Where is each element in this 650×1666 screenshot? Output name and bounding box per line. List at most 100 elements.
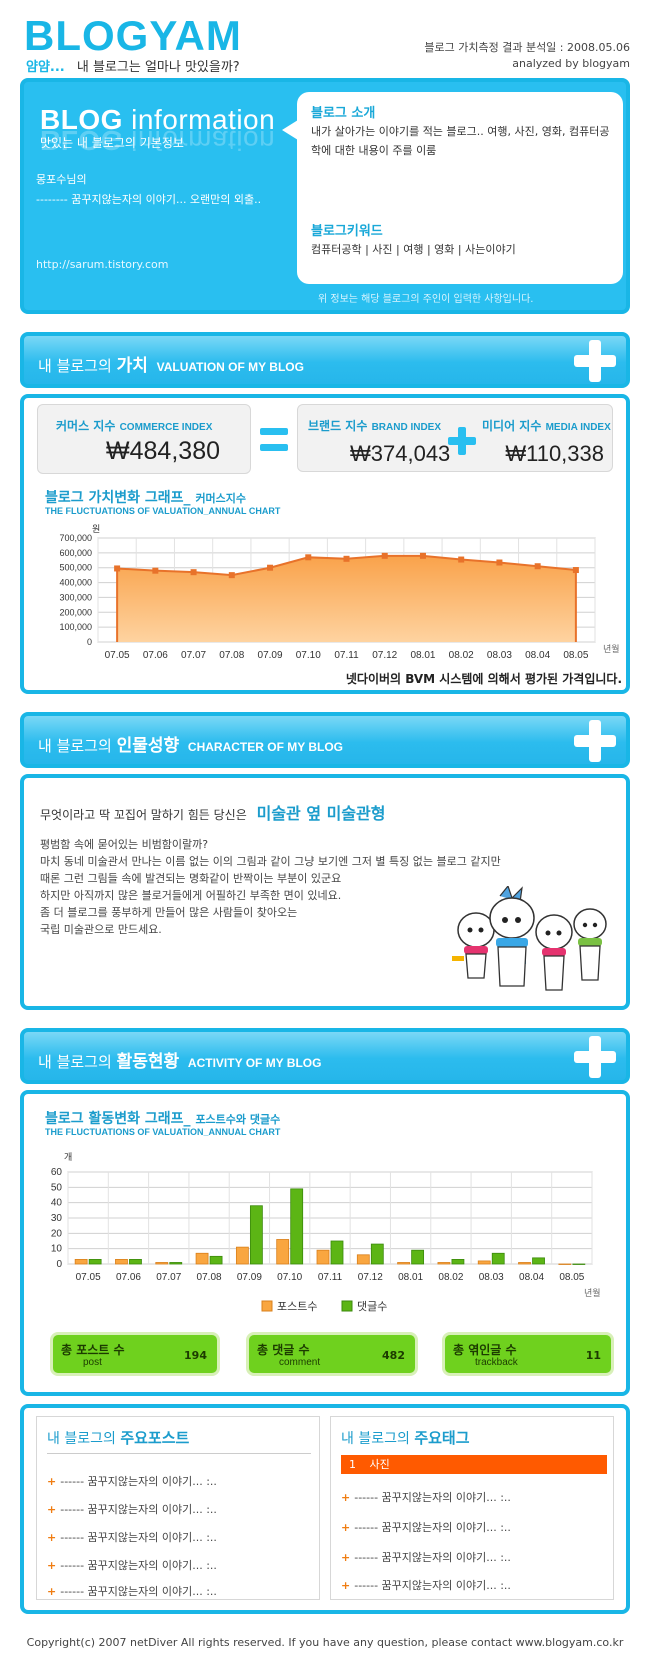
x-tick-label: 08.04: [519, 1272, 544, 1283]
desc-line: 국립 미술관으로 만드세요.: [40, 923, 162, 936]
x-tick-label: 08.02: [449, 650, 474, 661]
activity-chart-subtitle: THE FLUCTUATIONS OF VALUATION_ANNUAL CHA…: [45, 1127, 281, 1137]
desc-line: 좀 더 블로그를 풍부하게 만들어 많은 사람들이 찾아오는: [40, 906, 298, 919]
brand-index-label: 브랜드 지수 BRAND INDEX: [308, 417, 441, 434]
x-tick-label: 07.05: [105, 650, 130, 661]
section-bold: 가치: [116, 356, 148, 376]
post-bar: [356, 1254, 370, 1265]
y-tick-label: 500,000: [59, 563, 92, 573]
brand-label-en: BRAND INDEX: [371, 422, 442, 433]
tag-post-item[interactable]: + ------ 꿈꾸지않는자의 이야기... :..: [341, 1521, 511, 1534]
top-tags-box: 내 블로그의 주요태그 1 사진 + ------ 꿈꾸지않는자의 이야기... …: [330, 1416, 614, 1600]
post-bar: [477, 1260, 491, 1265]
top-post-title[interactable]: ------ 꿈꾸지않는자의 이야기... :..: [60, 1531, 217, 1544]
expand-plus-icon[interactable]: [574, 720, 616, 762]
y-tick-label: 10: [51, 1244, 63, 1255]
stat-posts-en: post: [83, 1357, 102, 1368]
mascot-center: [489, 886, 535, 987]
top-tag-name[interactable]: 사진: [369, 1458, 390, 1471]
x-tick-label: 07.08: [197, 1272, 222, 1283]
blog-intro-box: 블로그 소개 내가 살아가는 이야기를 적는 블로그.. 여행, 사진, 영화,…: [297, 92, 623, 284]
x-tick-label: 07.12: [358, 1272, 383, 1283]
equals-sign: [260, 428, 288, 435]
analysis-info: 블로그 가치측정 결과 분석일 : 2008.05.06 analyzed by…: [424, 40, 630, 72]
top-post-title[interactable]: ------ 꿈꾸지않는자의 이야기... :..: [60, 1475, 217, 1488]
y-tick-label: 700,000: [59, 533, 92, 543]
expand-plus-icon[interactable]: [574, 340, 616, 382]
post-bar: [235, 1246, 249, 1265]
y-tick-label: 30: [51, 1213, 63, 1224]
top-post-item[interactable]: + ------ 꿈꾸지않는자의 이야기... :..: [47, 1475, 217, 1488]
info-title-rest: information: [131, 104, 276, 135]
desc-line: 평범함 속에 묻어있는 비범함이랄까?: [40, 838, 209, 851]
analysis-date: 블로그 가치측정 결과 분석일 : 2008.05.06: [424, 41, 630, 54]
owner-line-2: -------- 꿈꾸지않는자의 이야기... 오랜만의 외출..: [36, 193, 262, 206]
activity-section-bar: 내 블로그의 활동현황 ACTIVITY OF MY BLOG: [20, 1028, 630, 1084]
tag-post-title[interactable]: ------ 꿈꾸지않는자의 이야기... :..: [354, 1491, 511, 1504]
x-axis-unit: 년월: [603, 643, 620, 655]
character-type: 미술관 옆 미술관형: [256, 804, 386, 823]
x-tick-label: 08.02: [438, 1272, 463, 1283]
section-prefix: 내 블로그의: [38, 737, 112, 755]
stat-trackbacks-label: 총 엮인글 수: [453, 1343, 517, 1357]
data-point: [114, 565, 121, 572]
post-bar: [518, 1262, 531, 1265]
top-tag-bar[interactable]: 1 사진: [341, 1455, 607, 1474]
legend-label: 댓글수: [357, 1300, 387, 1313]
top-post-title[interactable]: ------ 꿈꾸지않는자의 이야기... :..: [60, 1559, 217, 1572]
tag-post-item[interactable]: + ------ 꿈꾸지않는자의 이야기... :..: [341, 1491, 511, 1504]
data-point: [534, 563, 541, 570]
x-tick-label: 08.05: [563, 650, 588, 661]
blog-url-link[interactable]: http://sarum.tistory.com: [36, 258, 169, 271]
tag-post-item[interactable]: + ------ 꿈꾸지않는자의 이야기... :..: [341, 1579, 511, 1592]
section-prefix: 내 블로그의: [38, 1053, 112, 1071]
section-en: VALUATION OF MY BLOG: [156, 360, 304, 374]
logo[interactable]: BLOGYAM: [24, 12, 242, 59]
equals-sign-lower: [260, 444, 288, 451]
commerce-index-value: ₩484,380: [106, 437, 220, 465]
top-post-item[interactable]: + ------ 꿈꾸지않는자의 이야기... :..: [47, 1585, 217, 1598]
top-post-item[interactable]: + ------ 꿈꾸지않는자의 이야기... :..: [47, 1503, 217, 1516]
top-posts-heading-prefix: 내 블로그의: [47, 1431, 116, 1447]
heading-divider: [47, 1453, 311, 1454]
brand-label-ko: 브랜드 지수: [308, 419, 368, 433]
commerce-index-label: 커머스 지수 COMMERCE INDEX: [56, 417, 212, 434]
tag-post-title[interactable]: ------ 꿈꾸지않는자의 이야기... :..: [354, 1521, 511, 1534]
section-en: ACTIVITY OF MY BLOG: [187, 1056, 322, 1070]
analyzed-by: analyzed by blogyam: [512, 57, 630, 70]
top-post-title[interactable]: ------ 꿈꾸지않는자의 이야기... :..: [60, 1585, 217, 1598]
x-tick-label: 08.03: [479, 1272, 504, 1283]
y-axis-unit: 원: [92, 524, 100, 535]
comment-bar: [572, 1263, 586, 1265]
stat-comments-en: comment: [279, 1357, 321, 1368]
stat-comments-label: 총 댓글 수: [257, 1343, 310, 1357]
x-tick-label: 08.01: [398, 1272, 423, 1283]
stat-posts-label: 총 포스트 수: [61, 1343, 125, 1357]
top-post-item[interactable]: + ------ 꿈꾸지않는자의 이야기... :..: [47, 1531, 217, 1544]
y-tick-label: 400,000: [59, 578, 92, 588]
character-panel: [20, 774, 630, 1010]
valuation-chart-note: 넷다이버의 BVM 시스템에 의해서 평가된 가격입니다.: [345, 672, 622, 686]
stat-posts-value: 194: [184, 1349, 207, 1362]
post-bar: [397, 1262, 411, 1265]
top-post-title[interactable]: ------ 꿈꾸지않는자의 이야기... :..: [60, 1503, 217, 1516]
x-tick-label: 07.11: [334, 650, 359, 661]
y-tick-label: 0: [56, 1259, 62, 1270]
tag-post-title[interactable]: ------ 꿈꾸지않는자의 이야기... :..: [354, 1551, 511, 1564]
legend-swatch: [261, 1300, 273, 1312]
stat-trackbacks-en: trackback: [475, 1357, 518, 1368]
top-post-item[interactable]: + ------ 꿈꾸지않는자의 이야기... :..: [47, 1559, 217, 1572]
desc-line: 마치 동네 미술관서 만나는 이름 없는 이의 그림과 같이 그냥 보기엔 그저…: [40, 855, 501, 868]
tag-post-title[interactable]: ------ 꿈꾸지않는자의 이야기... :..: [354, 1579, 511, 1592]
valuation-section-bar: 내 블로그의 가치 VALUATION OF MY BLOG: [20, 332, 630, 388]
top-posts-box: 내 블로그의 주요포스트 + ------ 꿈꾸지않는자의 이야기... :.. …: [36, 1416, 320, 1600]
info-subtitle: 맛있는 내 블로그의 기본정보: [40, 136, 184, 150]
expand-plus-icon[interactable]: [574, 1036, 616, 1078]
activity-chart-title: 블로그 활동변화 그래프_ 포스트수와 댓글수: [45, 1108, 280, 1128]
post-bar: [558, 1263, 572, 1265]
tag-post-item[interactable]: + ------ 꿈꾸지않는자의 이야기... :..: [341, 1551, 511, 1564]
comment-bar: [249, 1205, 263, 1265]
media-index-label: 미디어 지수 MEDIA INDEX: [482, 417, 611, 434]
commerce-index-box: 커머스 지수 COMMERCE INDEX ₩484,380: [37, 404, 251, 474]
comment-bar: [209, 1255, 223, 1265]
